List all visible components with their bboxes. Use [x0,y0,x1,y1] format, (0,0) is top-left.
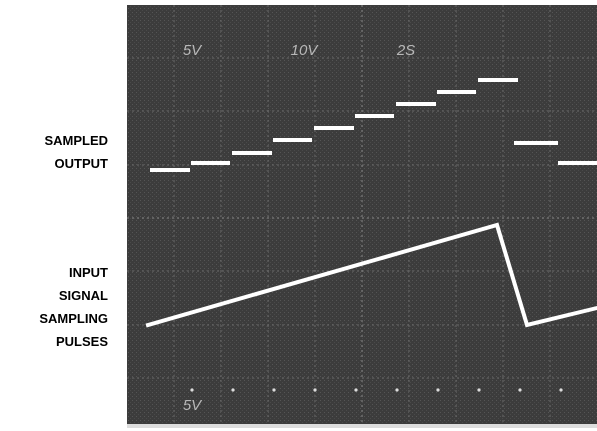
trace-label: OUTPUT [55,156,109,171]
graticule [127,5,597,424]
input-signal-trace [145,222,597,328]
trace-label: SIGNAL [59,288,108,303]
trace-label: PULSES [56,334,108,349]
scope-readout: 2S [396,42,415,59]
scope-readout: 5V [183,397,203,414]
sampling-pulses-trace [190,388,563,392]
sampled-output-trace [150,78,597,172]
trace-label: SAMPLED [44,133,108,148]
scope-readout: 5V [183,42,203,59]
scope-readout: 10V [291,42,320,59]
trace-label: SAMPLING [39,311,108,326]
screen-edge [127,424,597,428]
trace-label: INPUT [69,265,108,280]
